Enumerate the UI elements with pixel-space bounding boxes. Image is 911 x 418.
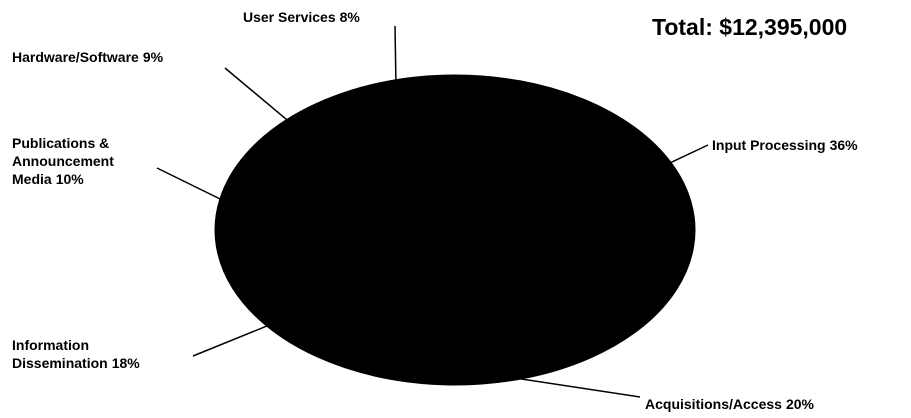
pie-slice (215, 229, 456, 377)
value-label: 36% (829, 137, 858, 153)
pie-slice (214, 153, 456, 248)
value-label: 10% (55, 171, 84, 187)
pie-slice (245, 93, 457, 232)
category-label: Acquisitions/Access (645, 396, 782, 412)
category-label: Hardware/Software (12, 49, 139, 65)
leader-line (394, 25, 397, 80)
value-label: 20% (785, 396, 814, 412)
pie-slice (454, 74, 696, 327)
leader-line (156, 167, 221, 200)
slice-label: Information Dissemination 18% (12, 336, 202, 372)
category-label: Information Dissemination (12, 337, 108, 371)
chart-title: Total: $12,395,000 (652, 14, 848, 40)
leader-line (670, 144, 709, 164)
category-label: Input Processing (712, 137, 826, 153)
slice-label: Hardware/Software 9% (12, 48, 163, 66)
leader-line (224, 67, 288, 121)
category-label: User Services (243, 9, 336, 25)
category-label: Publications & Announcement Media (12, 135, 114, 187)
slice-label: Publications & Announcement Media 10% (12, 134, 162, 188)
value-label: 9% (142, 49, 164, 65)
value-label: 8% (339, 9, 360, 25)
leader-line (521, 378, 641, 398)
value-label: 18% (111, 355, 140, 371)
slice-label: Acquisitions/Access 20% (645, 395, 814, 413)
slice-label: Input Processing 36% (712, 136, 858, 154)
slice-label: User Services 8% (243, 8, 360, 26)
leader-line (192, 325, 267, 357)
